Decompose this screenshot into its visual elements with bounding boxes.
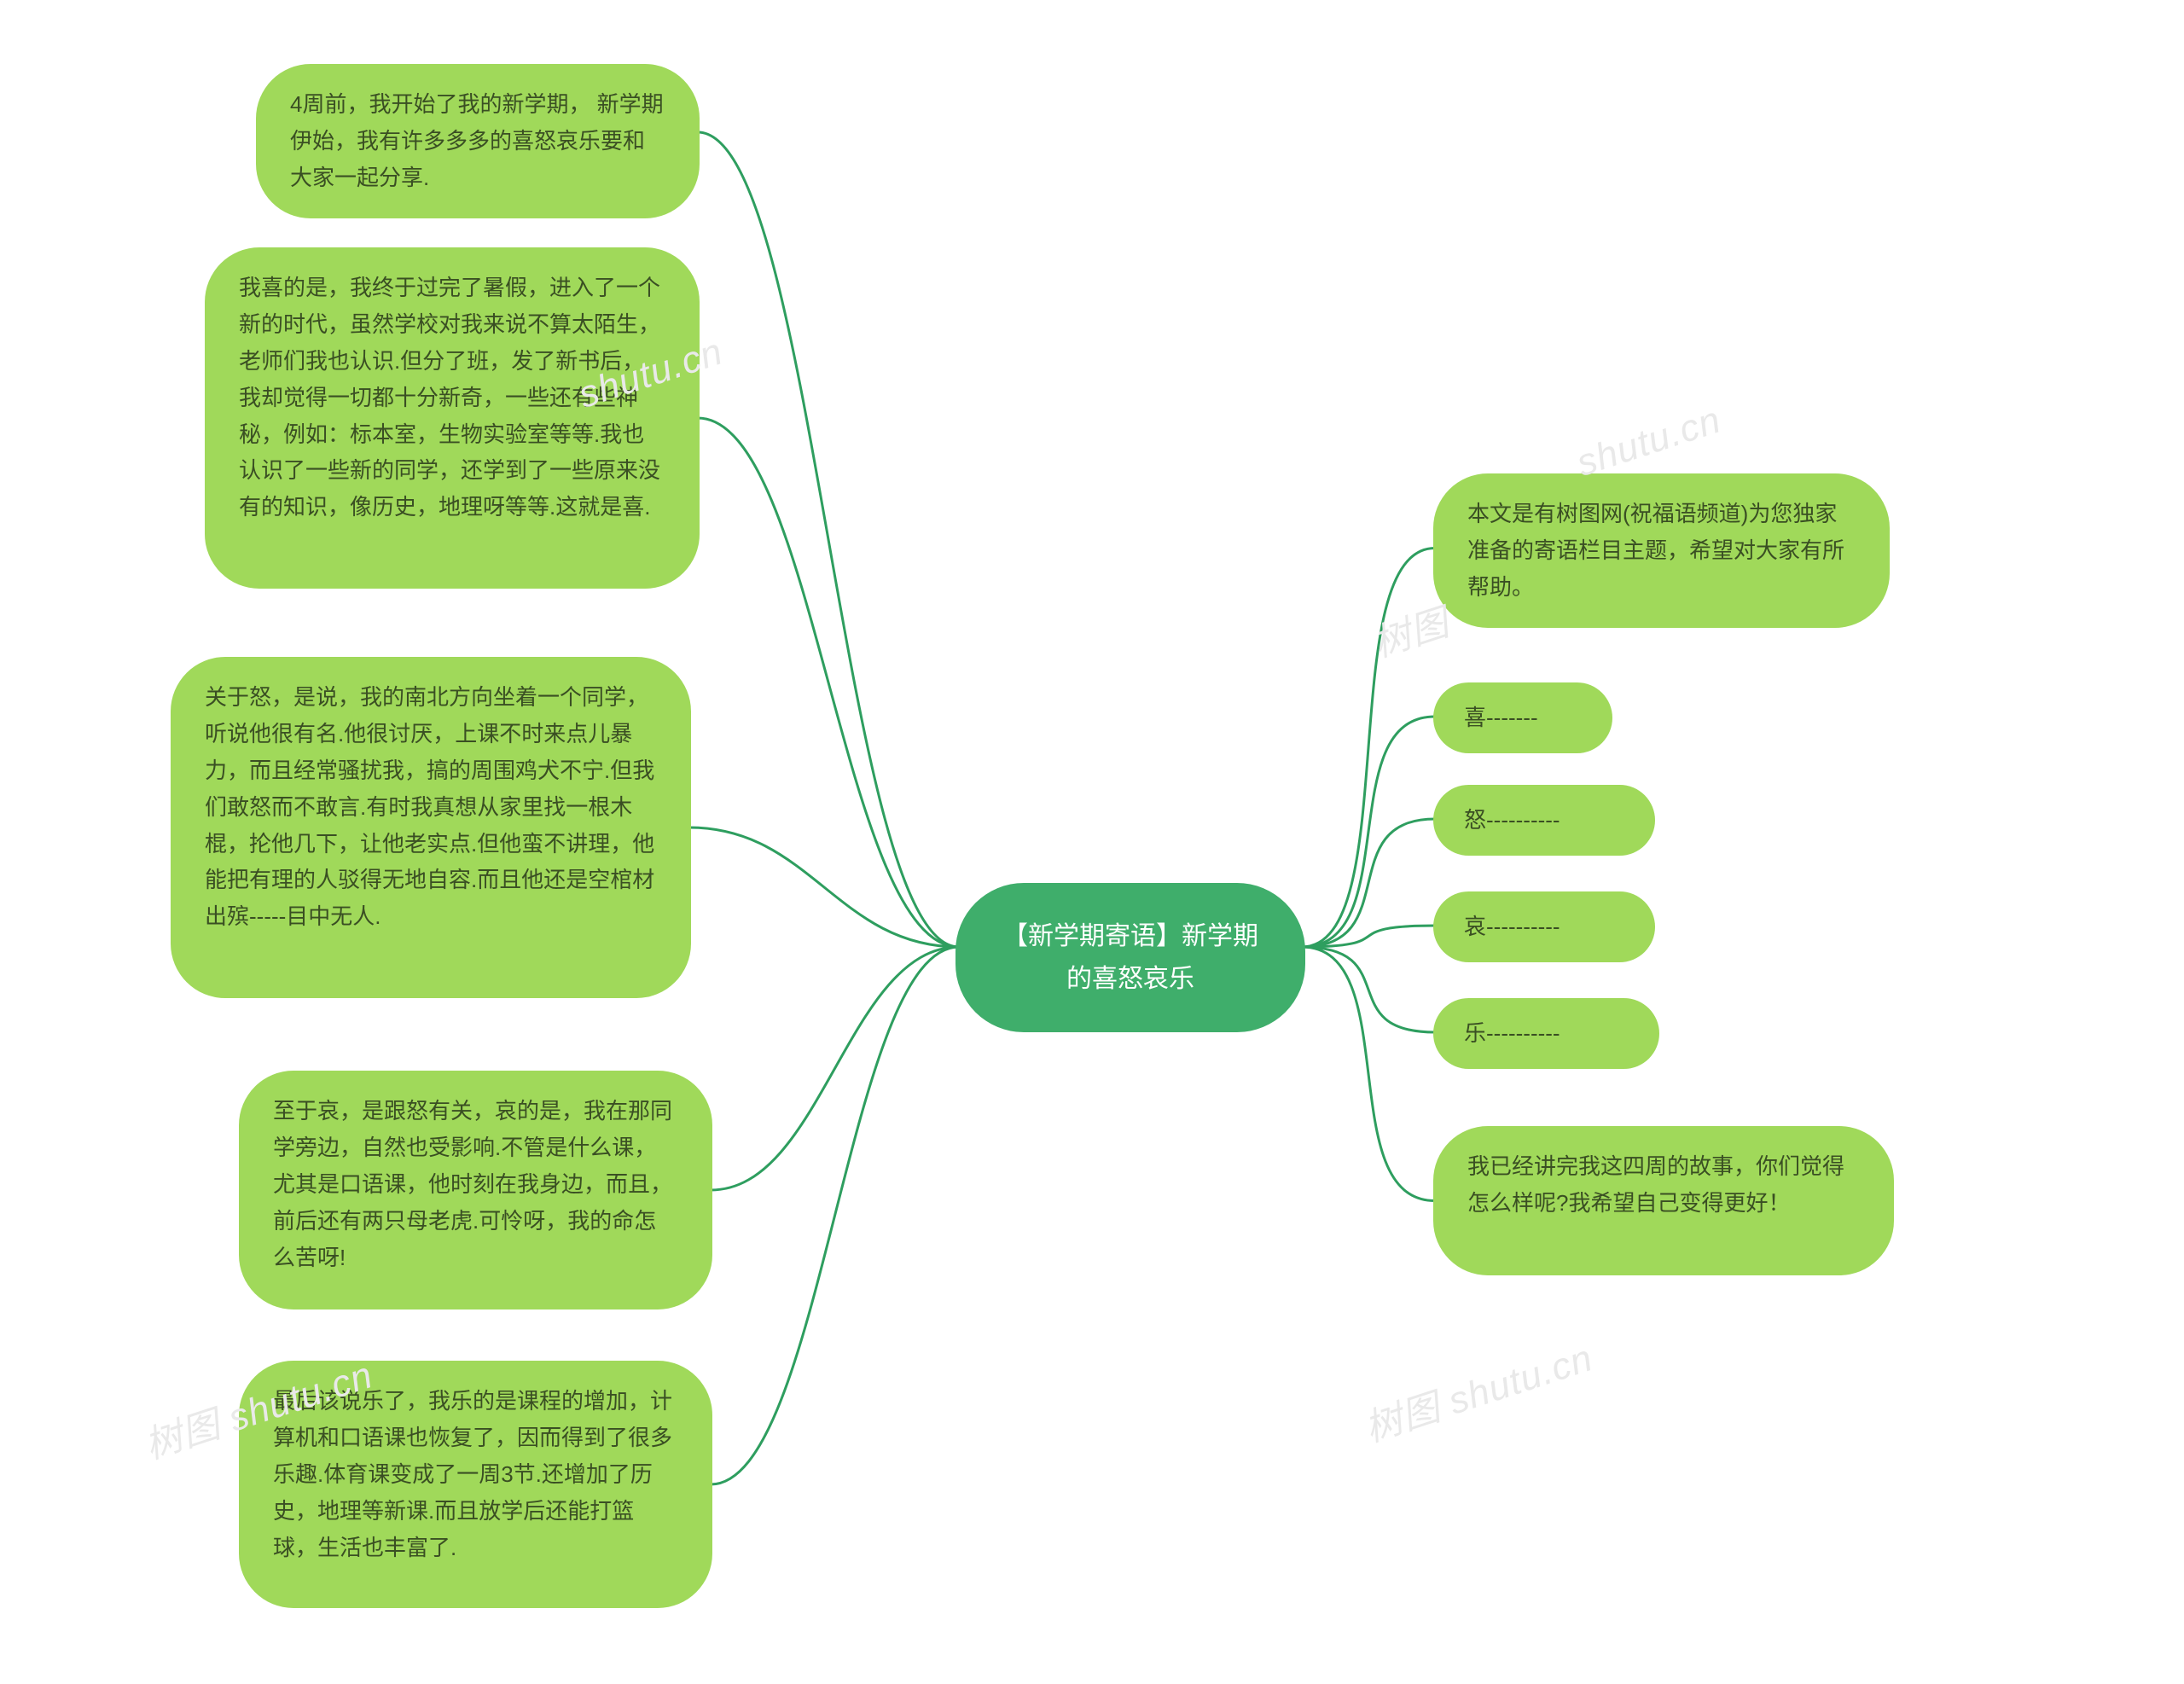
right-node-r1: 本文是有树图网(祝福语频道)为您独家准备的寄语栏目主题，希望对大家有所帮助。 — [1433, 473, 1890, 628]
connector — [698, 132, 959, 947]
left-node-l5: 最后该说乐了，我乐的是课程的增加，计算机和口语课也恢复了，因而得到了很多乐趣.体… — [239, 1361, 712, 1608]
mindmap-canvas: 【新学期寄语】新学期的喜怒哀乐 4周前，我开始了我的新学期， 新学期伊始，我有许… — [0, 0, 2184, 1684]
right-node-r4: 哀---------- — [1433, 891, 1655, 962]
node-text: 喜------- — [1464, 705, 1538, 730]
connector — [698, 418, 959, 947]
node-text: 乐---------- — [1464, 1020, 1560, 1046]
connector — [1302, 947, 1435, 1201]
connector — [1302, 717, 1435, 947]
left-node-l4: 至于哀，是跟怒有关，哀的是，我在那同学旁边，自然也受影响.不管是什么课，尤其是口… — [239, 1071, 712, 1309]
left-node-l1: 4周前，我开始了我的新学期， 新学期伊始，我有许多多多的喜怒哀乐要和大家一起分享… — [256, 64, 700, 218]
node-text: 我已经讲完我这四周的故事，你们觉得怎么样呢?我希望自己变得更好！ — [1467, 1153, 1844, 1216]
connector — [689, 827, 959, 947]
node-text: 关于怒，是说，我的南北方向坐着一个同学，听说他很有名.他很讨厌，上课不时来点儿暴… — [205, 684, 654, 929]
node-text: 4周前，我开始了我的新学期， 新学期伊始，我有许多多多的喜怒哀乐要和大家一起分享… — [290, 91, 664, 190]
connector — [1302, 926, 1435, 947]
left-node-l3: 关于怒，是说，我的南北方向坐着一个同学，听说他很有名.他很讨厌，上课不时来点儿暴… — [171, 657, 691, 998]
node-text: 本文是有树图网(祝福语频道)为您独家准备的寄语栏目主题，希望对大家有所帮助。 — [1467, 501, 1844, 600]
right-node-r2: 喜------- — [1433, 682, 1612, 753]
connector — [1302, 549, 1435, 948]
connector — [1302, 819, 1435, 947]
connector — [711, 947, 959, 1484]
watermark: 树图 shutu.cn — [1356, 1327, 1599, 1453]
left-node-l2: 我喜的是，我终于过完了暑假，进入了一个新的时代，虽然学校对我来说不算太陌生，老师… — [205, 247, 700, 589]
connector — [711, 947, 959, 1190]
right-node-r3: 怒---------- — [1433, 785, 1655, 856]
watermark: shutu.cn — [1571, 398, 1726, 485]
node-text: 哀---------- — [1464, 914, 1560, 939]
right-node-r6: 我已经讲完我这四周的故事，你们觉得怎么样呢?我希望自己变得更好！ — [1433, 1126, 1894, 1275]
center-node: 【新学期寄语】新学期的喜怒哀乐 — [956, 883, 1305, 1032]
connector — [1302, 947, 1435, 1032]
node-text: 我喜的是，我终于过完了暑假，进入了一个新的时代，虽然学校对我来说不算太陌生，老师… — [239, 275, 660, 520]
node-text: 至于哀，是跟怒有关，哀的是，我在那同学旁边，自然也受影响.不管是什么课，尤其是口… — [273, 1098, 672, 1270]
node-text: 最后该说乐了，我乐的是课程的增加，计算机和口语课也恢复了，因而得到了很多乐趣.体… — [273, 1388, 672, 1560]
right-node-r5: 乐---------- — [1433, 998, 1659, 1069]
node-text: 怒---------- — [1464, 807, 1560, 833]
center-text: 【新学期寄语】新学期的喜怒哀乐 — [1002, 922, 1258, 993]
